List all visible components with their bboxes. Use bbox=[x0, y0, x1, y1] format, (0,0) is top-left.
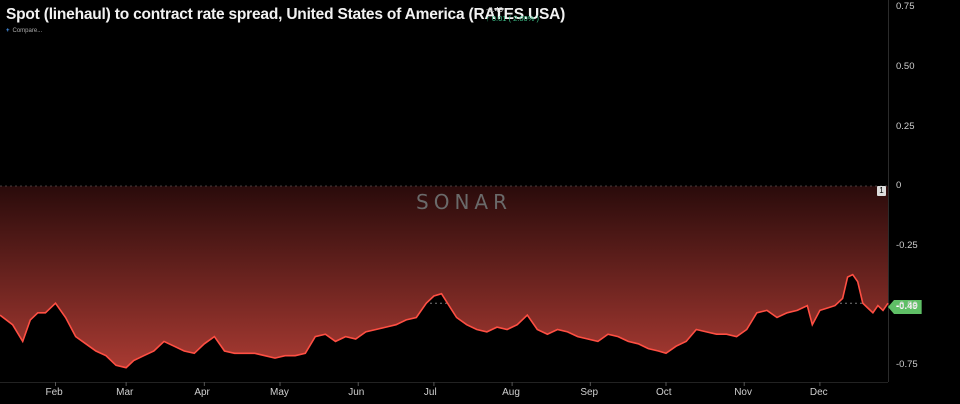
quote-box: -0.49 ↑ 0.01 ( 2.00% ) bbox=[486, 5, 539, 23]
x-tick-marks bbox=[55, 382, 821, 386]
compare-button[interactable]: + Compare... bbox=[6, 28, 42, 34]
y-tick-label: 0.50 bbox=[896, 60, 915, 72]
series-line bbox=[0, 273, 889, 369]
x-tick-label: Jul bbox=[423, 387, 437, 398]
y-tick-label: 0.75 bbox=[896, 1, 915, 13]
x-tick-label: Apr bbox=[194, 387, 210, 398]
x-tick-label: Dec bbox=[809, 387, 828, 398]
sonar-watermark: SONAR bbox=[416, 190, 512, 214]
y-tick-label: 0.25 bbox=[896, 120, 915, 132]
x-tick-label: Feb bbox=[45, 387, 63, 398]
plus-icon: + bbox=[6, 28, 10, 34]
x-tick-label: Nov bbox=[734, 387, 752, 398]
x-tick-label: Mar bbox=[116, 387, 134, 398]
x-tick-label: Oct bbox=[656, 387, 672, 398]
x-tick-label: Sep bbox=[580, 387, 599, 398]
y-tick-label: -0.50 bbox=[896, 299, 918, 311]
y-tick-label: -0.75 bbox=[896, 359, 918, 371]
y-tick-label: 0 bbox=[896, 180, 902, 192]
last-value-badge: -0.49 bbox=[888, 300, 922, 314]
x-tick-label: Aug bbox=[502, 387, 520, 398]
compare-label: Compare... bbox=[12, 28, 43, 34]
y-tick-label: -0.25 bbox=[896, 239, 918, 251]
x-tick-label: May bbox=[270, 387, 289, 398]
last-value-text: -0.49 bbox=[486, 5, 504, 14]
chart-title: Spot (linehaul) to contract rate spread,… bbox=[6, 6, 566, 23]
change-text: ↑ 0.01 ( 2.00% ) bbox=[486, 14, 539, 23]
x-tick-label: Jun bbox=[348, 387, 365, 398]
series-area bbox=[0, 186, 888, 368]
zero-badge[interactable]: 1 bbox=[877, 186, 886, 196]
